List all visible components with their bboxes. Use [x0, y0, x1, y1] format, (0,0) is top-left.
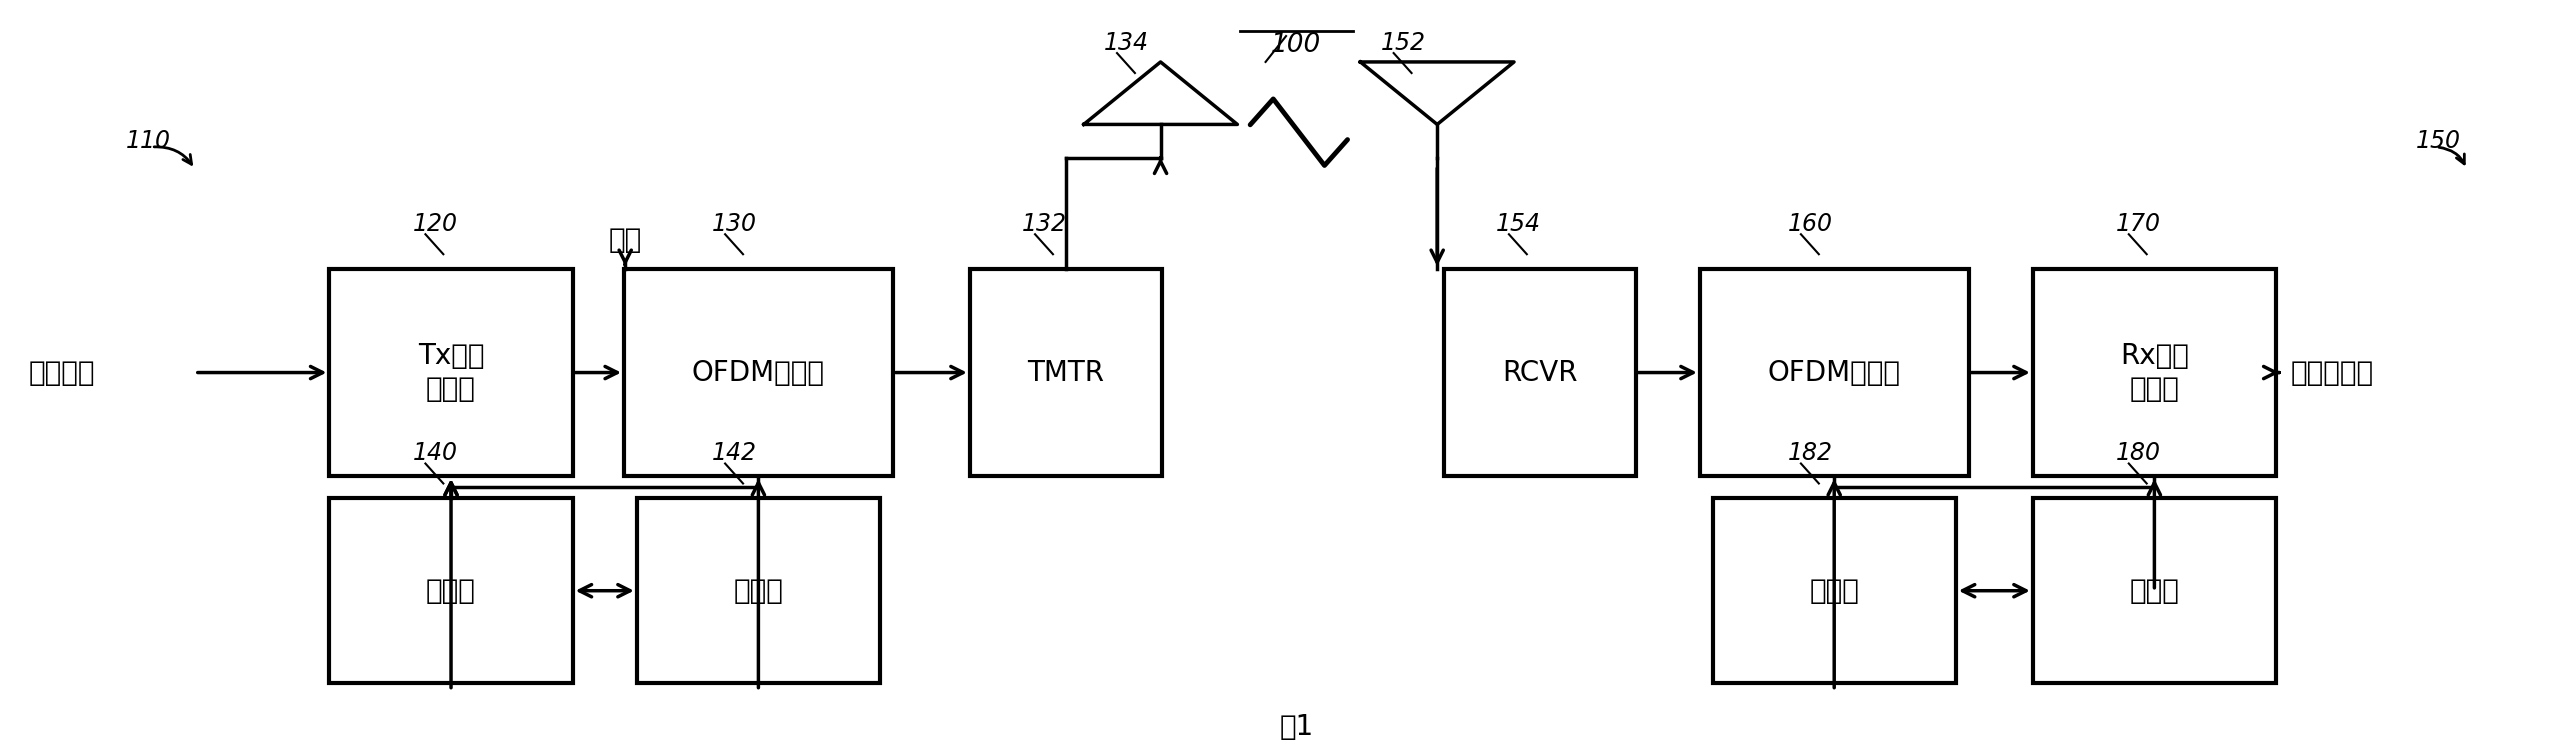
Text: 160: 160	[1789, 211, 1833, 236]
Bar	[637, 498, 880, 683]
Text: OFDM调制器: OFDM调制器	[693, 358, 824, 386]
Text: 132: 132	[1022, 211, 1068, 236]
Bar	[970, 269, 1163, 476]
Text: 134: 134	[1104, 31, 1150, 55]
Text: 导频: 导频	[608, 226, 642, 254]
Text: 业务数据: 业务数据	[28, 358, 95, 386]
Bar	[1699, 269, 1969, 476]
Text: 180: 180	[2115, 441, 2161, 465]
Text: 150: 150	[2416, 128, 2462, 152]
Text: RCVR: RCVR	[1502, 358, 1576, 386]
Text: 存储器: 存储器	[1810, 577, 1859, 604]
Text: 154: 154	[1497, 211, 1540, 236]
Text: 152: 152	[1381, 31, 1425, 55]
Text: 182: 182	[1789, 441, 1833, 465]
Text: Tx数据
处理器: Tx数据 处理器	[418, 342, 485, 403]
Text: 110: 110	[126, 128, 172, 152]
Text: 170: 170	[2115, 211, 2161, 236]
Bar	[2033, 269, 2277, 476]
Text: 142: 142	[711, 441, 757, 465]
Text: 图1: 图1	[1278, 712, 1314, 741]
Text: 控制器: 控制器	[2131, 577, 2179, 604]
Text: TMTR: TMTR	[1027, 358, 1104, 386]
Text: 存储器: 存储器	[734, 577, 783, 604]
Text: 140: 140	[413, 441, 457, 465]
Bar	[2033, 498, 2277, 683]
Text: 控制器: 控制器	[426, 577, 475, 604]
Text: 已解码数据: 已解码数据	[2290, 358, 2374, 386]
Bar	[1712, 498, 1956, 683]
Bar	[1443, 269, 1635, 476]
Bar	[329, 269, 572, 476]
Text: 130: 130	[711, 211, 757, 236]
Bar	[329, 498, 572, 683]
Text: OFDM解调器: OFDM解调器	[1769, 358, 1900, 386]
Bar	[624, 269, 893, 476]
Text: 100: 100	[1271, 32, 1322, 58]
Text: Rx数据
处理器: Rx数据 处理器	[2120, 342, 2190, 403]
Text: 120: 120	[413, 211, 457, 236]
